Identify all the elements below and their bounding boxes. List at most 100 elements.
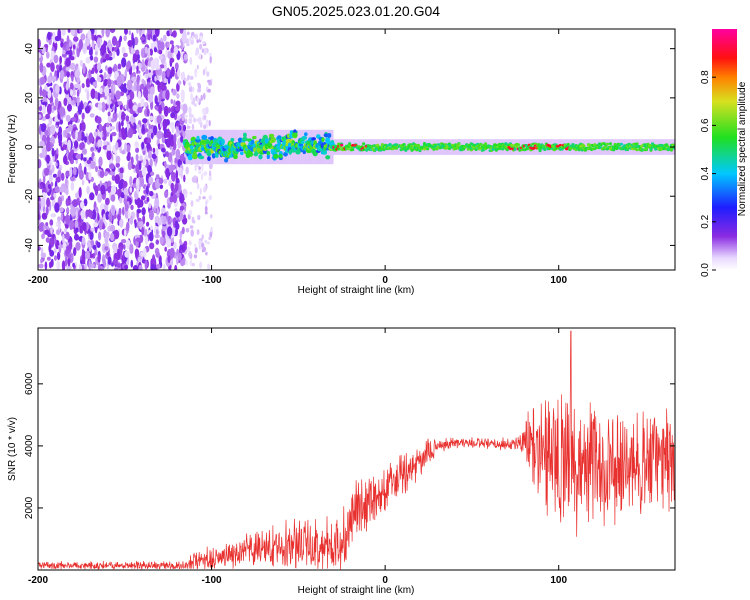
spectrogram-cell (136, 208, 142, 214)
spectrogram-cell (202, 196, 206, 200)
spectrogram-cell (185, 259, 188, 266)
spectrogram-cell (184, 78, 188, 82)
spectrogram-cell (92, 252, 96, 259)
spectrogram-cell (80, 209, 86, 220)
spectrogram-cell (203, 92, 206, 100)
spectrogram-cell (40, 247, 44, 255)
spectrogram-cell (165, 151, 169, 158)
spectrogram-cell (351, 148, 355, 152)
spectrogram-cell (416, 144, 420, 148)
spectrogram-cell (175, 227, 178, 236)
spectrogram-cell (140, 252, 144, 257)
spectrogram-cell (103, 72, 107, 80)
spectrogram-cell (340, 143, 344, 147)
spectrogram-cell (172, 89, 177, 96)
spectrogram-cell (143, 189, 146, 194)
spectrogram-cell (83, 136, 88, 143)
colorbar-gradient (712, 29, 737, 270)
spectrogram-cell (204, 205, 208, 212)
spectrogram-cell (84, 105, 91, 114)
spectrogram-cell (156, 263, 161, 270)
spectrogram-cell (78, 169, 84, 180)
spectrogram-cell (146, 81, 151, 89)
spectrogram-cell (57, 216, 61, 222)
spectrogram-cell (81, 121, 86, 132)
spectrogram-cell (65, 114, 71, 122)
spectrogram-cell (59, 106, 65, 117)
spectrogram-cell (127, 40, 133, 47)
spectrogram-cell (75, 210, 78, 219)
spectrogram-cell (53, 247, 57, 254)
spectrogram-cell (180, 39, 184, 51)
spectrogram-cell (199, 187, 202, 195)
spectrogram-cell (635, 148, 639, 152)
spectrogram-cell (54, 186, 60, 193)
spectrogram-cell (136, 74, 140, 82)
spectrogram-cell (156, 207, 160, 216)
spectrogram-cell (38, 222, 44, 232)
spectrogram-cell (38, 203, 41, 212)
spectrogram-cell (59, 186, 65, 193)
spectrogram-cell (119, 167, 124, 174)
spectrogram-cell (180, 71, 186, 81)
spectrogram-cell (410, 144, 414, 148)
spectrogram-marks (38, 29, 675, 270)
spectrogram-cell (98, 156, 103, 167)
spectrogram-cell (82, 221, 87, 232)
spectrogram-cell (47, 31, 52, 41)
spectrogram-cell (50, 62, 55, 73)
spectrogram-cell (74, 220, 79, 230)
spectrogram-cell (101, 243, 107, 254)
spectrogram-cell (51, 147, 55, 157)
spectrogram-cell (175, 148, 181, 160)
spectrogram-cell (191, 216, 195, 224)
spectrogram-cell (138, 160, 142, 171)
spectrogram-cell (194, 33, 199, 40)
spectrogram-cell (145, 185, 149, 195)
spectrogram-cell (124, 142, 128, 154)
spectrogram-cell (64, 228, 67, 233)
spectrogram-cell (48, 174, 54, 183)
spectrogram-cell (80, 201, 85, 209)
spectrogram-cell (198, 195, 201, 200)
spectrogram-cell (193, 150, 197, 157)
spectrogram-cell (97, 37, 101, 48)
spectrogram-cell (73, 140, 79, 149)
spectrogram-cell (139, 29, 142, 37)
spectrogram-cell (50, 124, 56, 136)
spectrogram-cell (164, 246, 167, 252)
spectrogram-cell (199, 43, 203, 50)
spectrogram-cell (59, 207, 64, 213)
spectrogram-cell (106, 144, 112, 151)
spectrogram-cell (115, 141, 119, 151)
spectrogram-cell (85, 57, 91, 64)
spectrogram-cell (432, 148, 436, 151)
spectrogram-cell (148, 150, 152, 159)
spectrogram-cell (122, 206, 125, 216)
spectrogram-cell (101, 29, 105, 38)
spectrogram-cell (112, 50, 116, 60)
spectrogram-cell (626, 148, 630, 152)
spectrogram-cell (188, 117, 193, 125)
spectrogram-cell (62, 155, 68, 165)
spectrogram-cell (193, 254, 197, 259)
spectrogram-cell (56, 70, 60, 78)
spectrogram-cell (175, 170, 179, 180)
spectrogram-cell (121, 46, 126, 54)
spectrogram-cell (184, 118, 188, 125)
spectrogram-cell (508, 147, 513, 151)
spectrogram-cell (532, 146, 536, 150)
spectrogram-cell (132, 112, 138, 118)
spectrogram-cell (115, 90, 121, 100)
spectrogram-cell (242, 136, 248, 142)
spectrogram-cell (98, 220, 103, 231)
spectrogram-cell (137, 54, 140, 60)
spectrogram-cell (184, 114, 188, 118)
spectrogram-cell (51, 31, 56, 42)
spectrogram-cell (135, 49, 140, 55)
spectrogram-cell (165, 237, 169, 243)
spectrogram-cell (65, 57, 71, 67)
spectrogram-cell (111, 118, 115, 123)
spectrogram-cell (130, 164, 136, 170)
